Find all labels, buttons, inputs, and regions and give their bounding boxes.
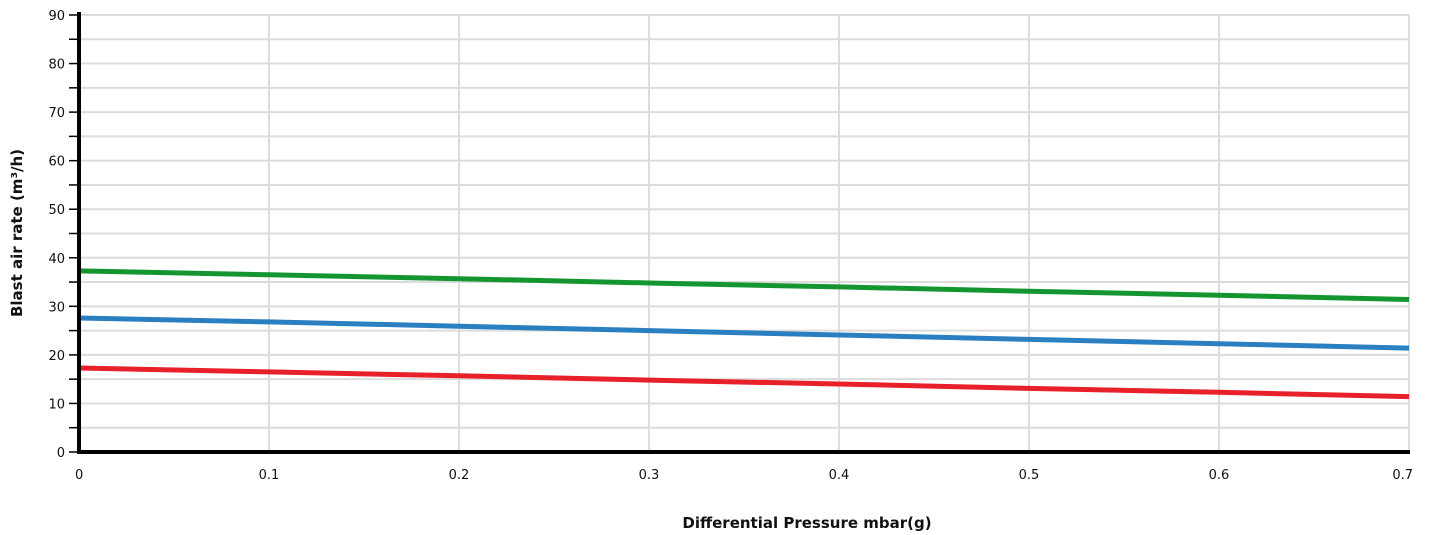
tick-labels: 0 10 20 30 40 50 60 70 80 90 0 0.1 0.2 0.3 0.4 0.5 0.6 0.… (48, 9, 1413, 483)
series-group (78, 268, 1410, 400)
y-tick-label: 40 (48, 252, 65, 267)
grid (78, 14, 1410, 453)
x-tick-label: 0.4 (829, 468, 850, 483)
y-tick-label: 90 (48, 9, 65, 24)
series-line-2 (78, 315, 1410, 351)
axes (69, 12, 1410, 454)
y-tick-label: 30 (48, 300, 65, 315)
x-tick-label: 0.7 (1392, 468, 1413, 483)
y-tick-label: 20 (48, 349, 65, 364)
y-tick-label: 60 (48, 155, 65, 170)
y-tick-label: 10 (48, 397, 65, 412)
y-tick-label: 70 (48, 106, 65, 121)
x-tick-label: 0.6 (1209, 468, 1230, 483)
y-tick-label: 50 (48, 203, 65, 218)
x-tick-label: 0.2 (449, 468, 470, 483)
x-tick-label: 0.1 (259, 468, 280, 483)
x-axis-title: Differential Pressure mbar(g) (682, 514, 931, 532)
x-tick-label: 0 (75, 468, 83, 483)
x-tick-label: 0.5 (1019, 468, 1040, 483)
y-tick-label: 0 (57, 446, 65, 461)
y-tick-label: 80 (48, 58, 65, 73)
x-tick-label: 0.3 (639, 468, 660, 483)
series-line-1 (78, 268, 1410, 302)
y-axis-title: Blast air rate (m³/h) (8, 149, 26, 317)
series-line-3 (78, 365, 1410, 400)
